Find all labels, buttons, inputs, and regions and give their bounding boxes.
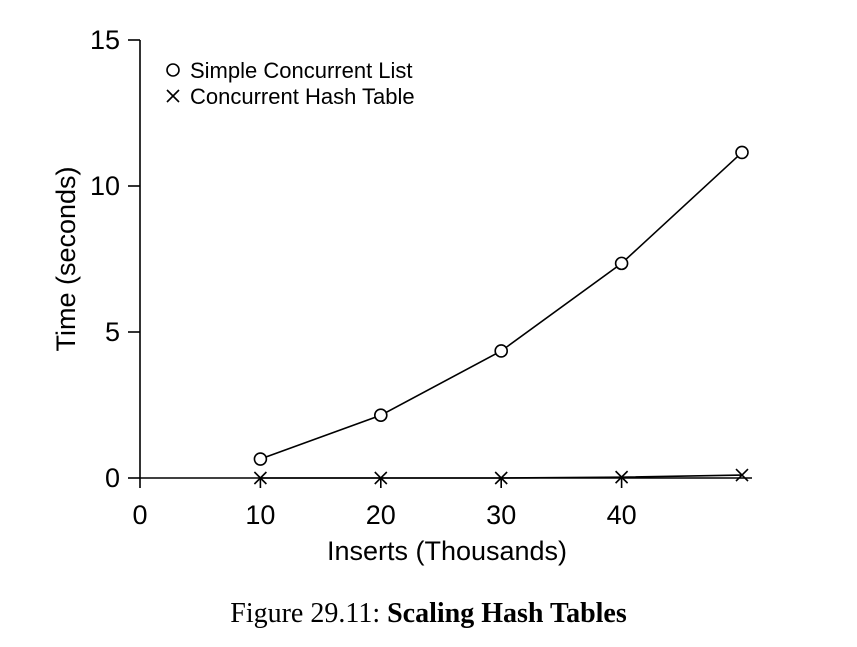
data-point (253, 452, 268, 466)
data-point (494, 344, 509, 358)
y-axis-label: Time (seconds) (51, 166, 81, 351)
axes: 0 5 10 15 0 10 20 30 40 Inserts (Thousands) Time (… (51, 25, 752, 566)
x-tick-label: 30 (486, 500, 516, 530)
y-tick-label: 10 (90, 171, 120, 201)
series-line (260, 151, 743, 460)
x-tick-label: 20 (366, 500, 396, 530)
y-tick-label: 15 (90, 25, 120, 55)
series-layer (253, 145, 749, 485)
series-simple-concurrent-list (253, 145, 749, 466)
figure-caption: Figure 29.11: Scaling Hash Tables (0, 598, 857, 630)
legend-label: Simple Concurrent List (190, 58, 413, 83)
data-point (615, 470, 629, 484)
data-point (614, 256, 629, 271)
x-tick-label: 10 (245, 500, 275, 530)
y-tick-label: 5 (105, 317, 120, 347)
legend-label: Concurrent Hash Table (190, 84, 415, 109)
caption-prefix: Figure 29.11: (230, 598, 381, 629)
data-point (735, 145, 749, 160)
y-tick-label: 0 (105, 463, 120, 493)
data-point (253, 471, 267, 485)
chart: 0 5 10 15 0 10 20 30 40 Inserts (Thousands) Time (… (51, 25, 752, 566)
legend-circle-marker (166, 63, 180, 77)
data-point (373, 408, 388, 423)
data-point (494, 471, 508, 485)
series-concurrent-hash-table (253, 468, 749, 485)
x-tick-label: 40 (607, 500, 637, 530)
data-point (374, 471, 388, 485)
data-point (735, 468, 749, 482)
x-axis-label: Inserts (Thousands) (327, 536, 567, 566)
x-tick-label: 0 (132, 500, 147, 530)
legend-cross-marker (166, 89, 180, 103)
caption-title: Scaling Hash Tables (387, 598, 627, 629)
